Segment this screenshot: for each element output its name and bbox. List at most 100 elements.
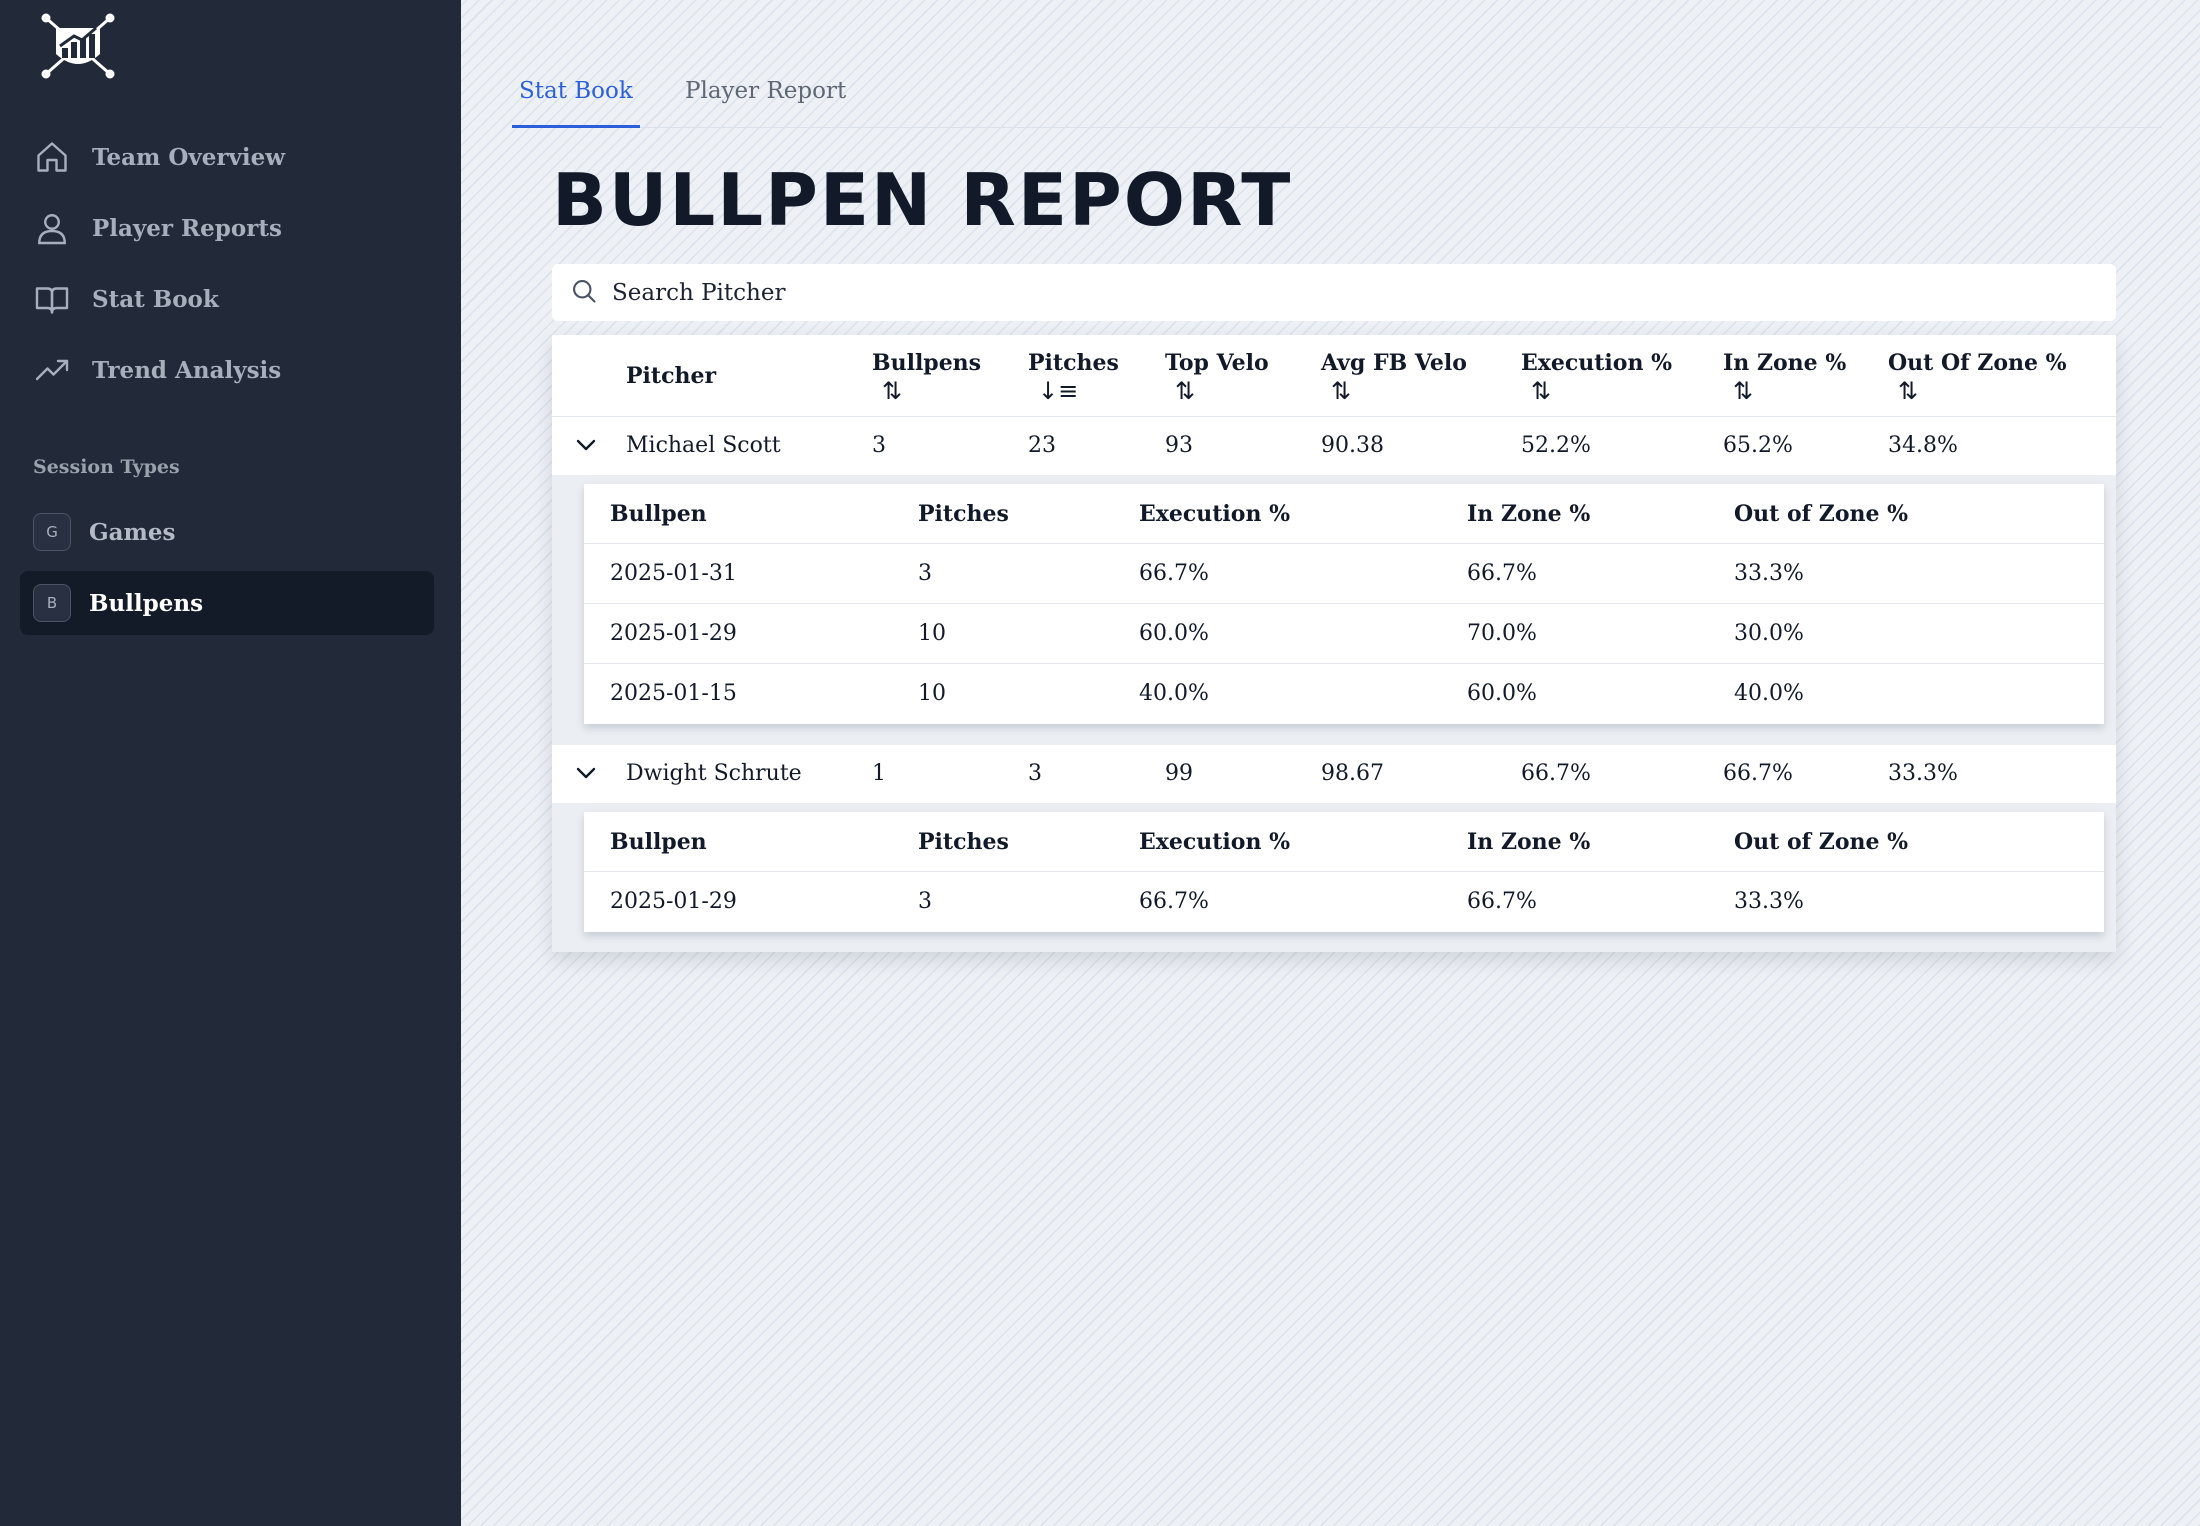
session-date: 2025-01-15	[610, 681, 737, 706]
app-logo-icon[interactable]	[40, 12, 116, 80]
session-badge: G	[33, 513, 71, 551]
pitches-value: 23	[1028, 433, 1056, 458]
nav-stat-book[interactable]: Stat Book	[32, 273, 432, 325]
sub-header-out-zone: Out of Zone %	[1734, 501, 1909, 527]
header-top-velo[interactable]: Top Velo ⇅	[1165, 349, 1269, 405]
top-velo-value: 99	[1165, 761, 1193, 786]
chevron-down-icon[interactable]	[574, 433, 598, 457]
session-label: Bullpens	[89, 589, 204, 617]
sort-icon[interactable]: ⇅	[1531, 377, 1552, 405]
nav-trend-analysis[interactable]: Trend Analysis	[32, 344, 432, 396]
pitches-value: 3	[1028, 761, 1042, 786]
header-pitcher[interactable]: Pitcher	[626, 363, 717, 389]
nav-label: Team Overview	[92, 143, 286, 171]
header-label: Pitches	[1028, 350, 1119, 376]
table-row[interactable]: Dwight Schrute 1 3 99 98.67 66.7% 66.7% …	[552, 745, 2116, 803]
bullpens-value: 3	[872, 433, 886, 458]
list-item: 2025-01-29 10 60.0% 70.0% 30.0%	[584, 604, 2104, 664]
header-avg-fb-velo[interactable]: Avg FB Velo ⇅	[1321, 349, 1467, 405]
in-zone-value: 66.7%	[1723, 761, 1793, 786]
sort-icon[interactable]: ⇅	[882, 377, 903, 405]
header-in-zone[interactable]: In Zone % ⇅	[1723, 349, 1846, 405]
sidebar: Team Overview Player Reports Stat Book T…	[0, 0, 461, 1526]
tab-player-report[interactable]: Player Report	[685, 78, 847, 104]
search-icon	[570, 277, 598, 309]
header-label: Avg FB Velo	[1321, 350, 1467, 376]
session-in-zone: 70.0%	[1467, 621, 1537, 646]
sort-icon[interactable]: ⇅	[1175, 377, 1196, 405]
avg-fb-velo-value: 98.67	[1321, 761, 1384, 786]
book-icon	[32, 279, 72, 319]
pitcher-name: Michael Scott	[626, 433, 781, 458]
sub-header-in-zone: In Zone %	[1467, 501, 1591, 527]
nav-team-overview[interactable]: Team Overview	[32, 131, 432, 183]
nav-label: Trend Analysis	[92, 356, 282, 384]
page-title: BULLPEN REPORT	[552, 158, 1293, 242]
list-item: 2025-01-15 10 40.0% 60.0% 40.0%	[584, 664, 2104, 724]
session-date: 2025-01-29	[610, 889, 737, 914]
bullpen-table: Pitcher Bullpens ⇅ Pitches ↓≡ Top Velo ⇅ Av…	[552, 335, 2116, 952]
sort-desc-icon[interactable]: ↓≡	[1038, 377, 1079, 405]
session-execution: 40.0%	[1139, 681, 1209, 706]
sub-header-execution: Execution %	[1139, 501, 1291, 527]
session-execution: 66.7%	[1139, 889, 1209, 914]
session-pitches: 10	[918, 681, 946, 706]
sub-header-execution: Execution %	[1139, 829, 1291, 855]
session-out-zone: 33.3%	[1734, 889, 1804, 914]
out-zone-value: 34.8%	[1888, 433, 1958, 458]
session-execution: 66.7%	[1139, 561, 1209, 586]
tab-stat-book[interactable]: Stat Book	[512, 78, 640, 128]
out-zone-value: 33.3%	[1888, 761, 1958, 786]
session-in-zone: 66.7%	[1467, 561, 1537, 586]
search-input[interactable]: Search Pitcher	[612, 279, 786, 306]
session-in-zone: 60.0%	[1467, 681, 1537, 706]
session-pitches: 10	[918, 621, 946, 646]
header-label: Top Velo	[1165, 350, 1269, 376]
session-date: 2025-01-29	[610, 621, 737, 646]
sort-icon[interactable]: ⇅	[1733, 377, 1754, 405]
header-execution[interactable]: Execution % ⇅	[1521, 349, 1672, 405]
header-label: Out Of Zone %	[1888, 350, 2067, 376]
home-icon	[32, 137, 72, 177]
trend-icon	[32, 350, 72, 390]
nav-label: Player Reports	[92, 214, 282, 242]
list-item: 2025-01-31 3 66.7% 66.7% 33.3%	[584, 544, 2104, 604]
session-games[interactable]: G Games	[20, 500, 434, 564]
session-in-zone: 66.7%	[1467, 889, 1537, 914]
subtable-header: Bullpen Pitches Execution % In Zone % Ou…	[584, 484, 2104, 544]
in-zone-value: 65.2%	[1723, 433, 1793, 458]
search-bar[interactable]: Search Pitcher	[552, 264, 2116, 321]
nav-label: Stat Book	[92, 285, 219, 313]
session-out-zone: 30.0%	[1734, 621, 1804, 646]
sort-icon[interactable]: ⇅	[1898, 377, 1919, 405]
session-subtable: Bullpen Pitches Execution % In Zone % Ou…	[584, 812, 2104, 932]
session-subtable: Bullpen Pitches Execution % In Zone % Ou…	[584, 484, 2104, 724]
header-out-of-zone[interactable]: Out Of Zone % ⇅	[1888, 349, 2067, 405]
tab-bar: Stat Book Player Report	[512, 78, 2162, 128]
sub-header-bullpen: Bullpen	[610, 829, 707, 855]
sub-header-pitches: Pitches	[918, 829, 1009, 855]
session-bullpens[interactable]: B Bullpens	[20, 571, 434, 635]
session-execution: 60.0%	[1139, 621, 1209, 646]
header-label: Execution %	[1521, 350, 1673, 376]
session-date: 2025-01-31	[610, 561, 737, 586]
pitcher-name: Dwight Schrute	[626, 761, 802, 786]
bullpens-value: 1	[872, 761, 886, 786]
session-label: Games	[89, 518, 176, 546]
header-bullpens[interactable]: Bullpens ⇅	[872, 349, 981, 405]
execution-value: 66.7%	[1521, 761, 1591, 786]
user-icon	[32, 208, 72, 248]
sub-header-pitches: Pitches	[918, 501, 1009, 527]
top-velo-value: 93	[1165, 433, 1193, 458]
table-row[interactable]: Michael Scott 3 23 93 90.38 52.2% 65.2% …	[552, 417, 2116, 475]
nav-player-reports[interactable]: Player Reports	[32, 202, 432, 254]
header-pitches[interactable]: Pitches ↓≡	[1028, 349, 1119, 405]
chevron-down-icon[interactable]	[574, 761, 598, 785]
session-types-heading: Session Types	[33, 456, 180, 478]
execution-value: 52.2%	[1521, 433, 1591, 458]
header-label: In Zone %	[1723, 350, 1847, 376]
session-badge: B	[33, 584, 71, 622]
session-pitches: 3	[918, 561, 932, 586]
session-pitches: 3	[918, 889, 932, 914]
sort-icon[interactable]: ⇅	[1331, 377, 1352, 405]
